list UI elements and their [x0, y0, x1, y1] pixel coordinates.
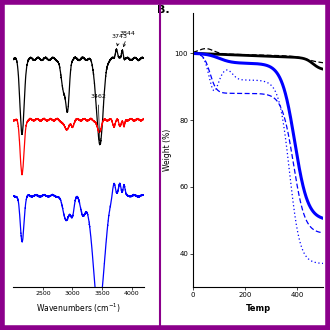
X-axis label: Wavenumbers (cm$^{-1}$): Wavenumbers (cm$^{-1}$): [36, 302, 121, 315]
Text: 3743: 3743: [112, 34, 127, 46]
Text: 3844: 3844: [120, 31, 136, 47]
X-axis label: Temp: Temp: [246, 304, 271, 313]
Text: B.: B.: [156, 5, 169, 15]
Text: 3462: 3462: [90, 94, 106, 141]
Text: 3443: 3443: [0, 329, 1, 330]
Y-axis label: Weight (%): Weight (%): [163, 129, 172, 171]
